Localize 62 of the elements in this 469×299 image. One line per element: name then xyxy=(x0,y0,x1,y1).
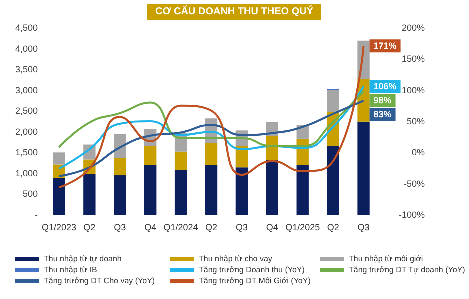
x-tick-label: Q1/2024 xyxy=(164,222,198,232)
legend-label: Tăng trưởng DT Tự doanh (YoY) xyxy=(349,266,466,274)
legend-label: Thu nhập từ tự doanh xyxy=(44,254,122,264)
x-tick-label: Q4 xyxy=(144,222,157,232)
x-tick-label: Q3 xyxy=(236,222,248,232)
legend-label: Thu nhập từ môi giới xyxy=(349,254,424,264)
data-label: 106% xyxy=(374,82,397,92)
x-tick-label: Q1/2025 xyxy=(286,222,320,232)
bar xyxy=(266,160,278,215)
y2-tick-label: 0% xyxy=(412,148,425,158)
y-tick-label: 4,000 xyxy=(15,44,38,54)
x-tick-label: Q3 xyxy=(358,222,370,232)
legend-label: Tăng trưởng DT Môi Giới (YoY) xyxy=(199,276,312,286)
y-tick-label: 2,500 xyxy=(15,106,38,116)
line-series xyxy=(58,100,365,178)
bar xyxy=(174,170,188,215)
bar xyxy=(144,165,157,215)
y2-tick-label: 150% xyxy=(402,54,425,64)
y-tick-label: 2,000 xyxy=(15,126,38,137)
legend-label: Thu nhập từ IB xyxy=(44,266,98,274)
bar xyxy=(205,165,218,215)
data-label: 171% xyxy=(374,41,397,52)
x-tick-label: Q2 xyxy=(327,222,340,232)
bar xyxy=(236,168,248,215)
bar xyxy=(174,152,188,171)
chart-title: CƠ CẤU DOANH THU THEO QUÝ xyxy=(156,6,314,18)
y2-tick-label: 100% xyxy=(402,85,425,96)
x-tick-label: Q1/2023 xyxy=(42,222,76,232)
bar xyxy=(358,122,370,215)
y-tick-label: 1,500 xyxy=(15,148,38,158)
y-tick-label: 500 xyxy=(22,189,38,200)
y2-tick-label: -50% xyxy=(404,178,425,189)
y-tick-label: 3,500 xyxy=(15,64,38,75)
legend-label: Tăng trưởng DT Cho vay (YoY) xyxy=(44,276,156,286)
x-tick-label: Q3 xyxy=(114,222,126,232)
data-label: 98% xyxy=(374,96,392,106)
data-label: 83% xyxy=(374,110,392,120)
y-tick-label: 1,000 xyxy=(15,168,38,178)
line-series xyxy=(58,86,365,170)
bar xyxy=(84,174,96,215)
line-series xyxy=(58,45,365,189)
legend-label: Tăng trưởng Doanh thu (YoY) xyxy=(199,266,306,274)
bar xyxy=(53,152,66,165)
bar xyxy=(144,146,157,166)
x-tick-label: Q2 xyxy=(84,222,96,232)
y2-tick-label: -100% xyxy=(398,210,425,220)
bar xyxy=(53,178,66,215)
y-tick-label: 3,000 xyxy=(15,85,38,96)
bar xyxy=(114,176,126,215)
y2-tick-label: 50% xyxy=(406,116,425,126)
bar xyxy=(296,165,309,215)
y-tick-label: 4,500 xyxy=(15,23,38,33)
y2-tick-label: 200% xyxy=(402,23,425,33)
bar xyxy=(327,90,340,112)
legend-label: Thu nhập từ cho vay xyxy=(199,254,272,264)
x-tick-label: Q4 xyxy=(266,222,278,232)
bar xyxy=(114,158,126,176)
x-tick-label: Q2 xyxy=(205,222,218,232)
line-series xyxy=(58,90,365,149)
bar xyxy=(205,144,218,166)
y-tick-label: - xyxy=(35,210,38,220)
bar xyxy=(327,146,340,215)
